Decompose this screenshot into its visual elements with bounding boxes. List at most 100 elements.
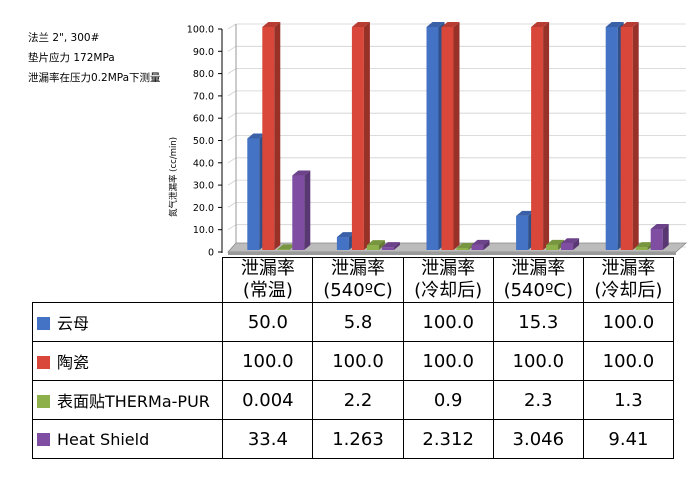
bar-front [366,245,379,250]
data-value-cell: 1.3 [582,380,675,420]
chart-floor-edge [228,252,676,255]
category-label: 泄漏率 (冷却后) [582,257,675,303]
category-label-line2: (540ºC) [503,280,574,301]
data-value-cell: 50.0 [222,302,314,342]
bar-side [393,242,400,250]
legend-swatch [37,395,50,408]
bar-side [662,224,669,250]
category-label-line2: (冷却后) [414,280,483,301]
bar [351,22,370,250]
bar-front [531,27,544,250]
bar [650,224,669,250]
category-label-line2: (冷却后) [594,280,663,301]
category-label-line1: 泄漏率 [511,258,566,279]
bar-front [471,244,484,250]
data-value-cell: 5.8 [312,302,404,342]
data-value-cell: 1.263 [312,419,404,459]
y-tick-label: 80.0 [193,69,214,80]
bar-top [516,210,535,216]
series-name: 陶瓷 [57,353,90,372]
legend-swatch [37,356,50,369]
table-row: 云母 50.0 5.8 100.0 15.3 100.0 [31,302,675,342]
note-test-pressure: 泄漏率在压力0.2MPa下测量 [28,72,161,84]
bar-front [351,27,364,250]
bar-front [516,215,529,250]
bar-side [543,22,550,250]
category-label-line2: (常温) [242,280,293,301]
table-header-row: 泄漏率 (常温) 泄漏率 (540ºC) 泄漏率 (冷却后) 泄漏率 (540ºC) 泄漏率 (冷… [32,257,675,303]
series-name: 云母 [57,314,90,333]
bar-side [632,22,639,250]
data-value-cell: 0.9 [402,380,494,420]
bar-front [262,27,275,250]
legend-swatch [37,432,50,446]
bar-side [483,239,490,250]
table-row: 陶瓷 100.0 100.0 100.0 100.0 100.0 [31,341,675,381]
test-conditions: 法兰 2", 300# 垫片应力 172MPa 泄漏率在压力0.2MPa下测量 [28,28,161,88]
bar-front [620,27,633,250]
bar-front [456,247,469,250]
bar-top [605,22,624,27]
table-corner [32,257,224,303]
y-tick-label: 60.0 [193,114,214,125]
bar [381,242,400,250]
data-value-cell: 0.004 [222,380,314,420]
gridline-side [227,90,237,97]
bar-front [650,229,663,250]
bar [292,170,311,250]
bar-front [336,237,349,250]
bar-front [561,243,574,250]
bar-front [277,249,290,250]
y-tick-label: 10.0 [193,225,214,236]
bar-side [363,22,370,250]
bar-side [573,238,580,250]
bar-front [546,244,559,250]
data-value-cell: 33.4 [222,419,314,459]
bar [531,22,550,250]
gridline-side [227,224,237,231]
bar-side [378,240,385,250]
bar-front [605,27,618,250]
category-label: 泄漏率 (540ºC) [312,257,404,303]
series-label: 陶瓷 [31,341,224,381]
gridline-side [227,112,237,119]
series-label: Heat Shield [31,419,224,459]
bar-top [546,239,565,245]
bar-front [292,175,305,250]
y-tick-label: 100.0 [187,25,214,36]
legend-swatch [37,317,50,330]
note-flange: 法兰 2", 300# [28,32,100,44]
data-value-cell: 100.0 [402,302,494,342]
bar [561,238,580,250]
gridline-side [227,202,237,208]
bar-side [304,170,311,250]
y-tick-label: 30.0 [193,181,214,192]
bar-top [471,239,490,245]
y-axis-label: 氮气泄漏率 (cc/min) [168,137,179,217]
table-row: Heat Shield 33.4 1.263 2.312 3.046 9.41 [31,419,675,459]
data-value-cell: 100.0 [312,341,404,381]
data-value-cell: 100.0 [222,341,314,381]
gridline-side [227,135,237,141]
series-name: Heat Shield [57,429,150,449]
data-value-cell: 100.0 [582,302,675,342]
data-value-cell: 15.3 [492,302,584,342]
bar-side [274,22,281,250]
bar-front [381,247,394,250]
bar-top [561,238,580,244]
data-value-cell: 100.0 [582,341,675,381]
data-value-cell: 100.0 [402,341,494,381]
bar-front [441,27,454,250]
bar-top [635,242,654,248]
bar-top [426,22,445,27]
bar-top [441,22,460,27]
bar [471,239,490,250]
y-tick-label: 90.0 [193,47,214,58]
category-label: 泄漏率 (常温) [222,257,314,303]
table-row: 表面贴THERMa-PUR 0.004 2.2 0.9 2.3 1.3 [31,380,675,420]
bar-top [247,133,266,139]
series-label: 云母 [31,302,224,342]
bar [262,22,281,250]
series-name: 表面贴THERMa-PUR [57,392,210,411]
bar-top [277,244,296,250]
